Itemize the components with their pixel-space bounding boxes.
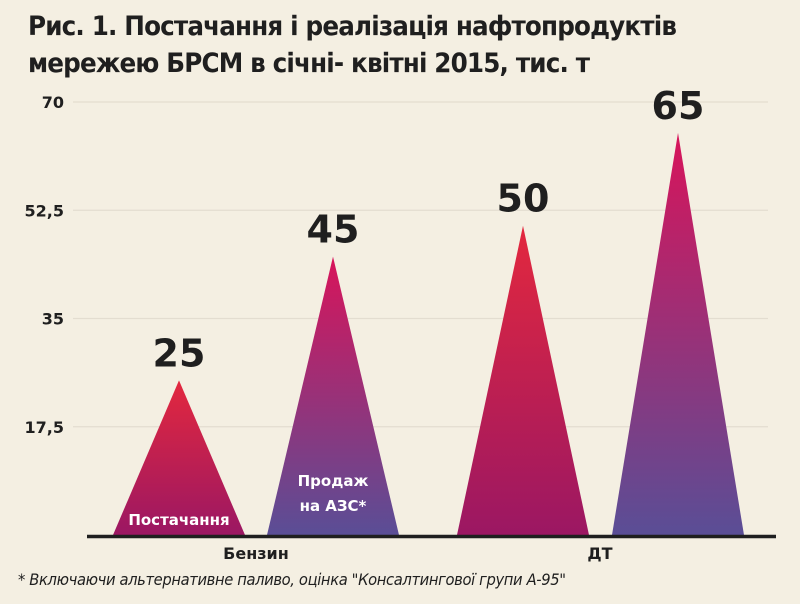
series-labels: Постачання Продаж на АЗС* [128, 472, 368, 529]
y-tick-label: 70 [42, 93, 64, 112]
series-label-prodazh-line-1: Продаж [298, 472, 369, 490]
x-category-label: Бензин [223, 544, 289, 563]
data-label: 65 [652, 84, 705, 128]
bars [113, 132, 744, 535]
triangle-bar [457, 225, 589, 535]
chart-title-line-2: мережею БРСМ в січні- квітні 2015, тис. … [28, 48, 590, 79]
y-tick-label: 35 [42, 310, 64, 329]
triangle-bar [113, 380, 245, 535]
data-label: 50 [497, 177, 550, 221]
x-category-label: ДТ [587, 544, 612, 563]
footnote: * Включаючи альтернативне паливо, оцінка… [18, 570, 566, 589]
chart-title: Рис. 1. Постачання і реалізація нафтопро… [28, 8, 744, 82]
series-label-postachannia: Постачання [128, 511, 229, 529]
triangle-bar [267, 256, 399, 535]
y-tick-label: 52,5 [25, 201, 64, 220]
data-labels: 25 50 45 65 [153, 84, 705, 375]
y-tick-label: 17,5 [25, 418, 64, 437]
data-label: 25 [153, 331, 206, 375]
chart-title-line-1: Рис. 1. Постачання і реалізація нафтопро… [28, 11, 677, 42]
series-label-prodazh-line-2: на АЗС* [300, 497, 367, 515]
triangle-bar [612, 132, 744, 535]
x-axis-categories: Бензин ДТ [223, 544, 613, 563]
y-axis-ticks: 17,5 35 52,5 70 [25, 93, 64, 437]
data-label: 45 [307, 208, 360, 252]
